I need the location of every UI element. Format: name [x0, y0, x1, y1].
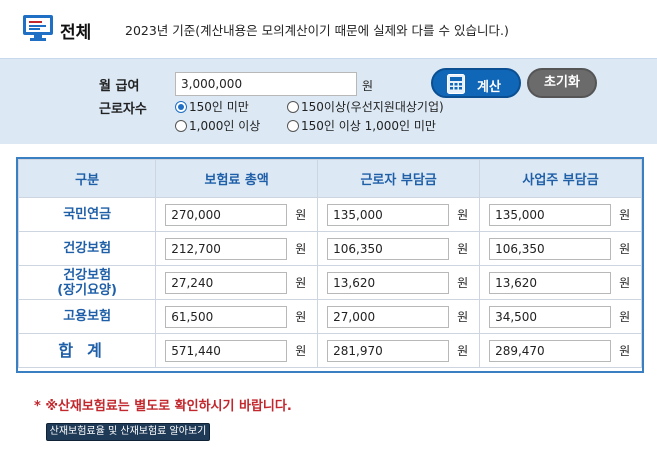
unit-label: 원 — [457, 208, 469, 222]
unit-label: 원 — [295, 208, 307, 222]
radio-150-to-1000[interactable]: 150인 이상 1,000인 미만 — [287, 117, 436, 134]
unit-label: 원 — [619, 242, 631, 256]
total-field[interactable]: 571,440 — [165, 339, 288, 362]
radio-dot — [175, 119, 187, 132]
row-label: 국민연금 — [17, 197, 157, 232]
header-employer: 사업주 부담금 — [479, 159, 642, 198]
header-total: 보험료 총액 — [155, 159, 319, 198]
industrial-insurance-link-button[interactable]: 산재보험료율 및 산재보험료 알아보기 — [46, 423, 210, 441]
employee-field[interactable]: 106,350 — [327, 237, 450, 260]
radio-under-150[interactable]: 150인 미만 — [175, 98, 249, 115]
table-row: 국민연금 270,000 원 135,000 원 135,000 원 — [17, 197, 642, 232]
salary-label: 월 급여 — [99, 79, 140, 94]
unit-label: 원 — [457, 276, 469, 290]
row-label: 건강보험 (장기요양) — [17, 265, 157, 300]
employer-field[interactable]: 13,620 — [489, 271, 612, 294]
employee-field[interactable]: 281,970 — [327, 339, 450, 362]
unit-label: 원 — [619, 276, 631, 290]
row-label-total: 합계 — [17, 333, 157, 368]
monitor-icon — [23, 15, 53, 41]
header-employee: 근로자 부담금 — [317, 159, 481, 198]
unit-label: 원 — [295, 344, 307, 358]
input-panel: 월 급여 원 계산 초기화 근로자수 150인 미만 150이상(우선지원대상기… — [0, 58, 657, 144]
unit-label: 원 — [619, 208, 631, 222]
radio-dot — [287, 119, 299, 132]
total-field[interactable]: 270,000 — [165, 203, 288, 226]
table-row: 건강보험 212,700 원 106,350 원 106,350 원 — [17, 231, 642, 266]
calculation-note: 2023년 기준(계산내용은 모의계산이기 때문에 실제와 다를 수 있습니다.… — [125, 23, 509, 38]
table-row: 건강보험 (장기요양) 27,240 원 13,620 원 13,620 원 — [17, 265, 642, 300]
unit-label: 원 — [457, 242, 469, 256]
industrial-insurance-notice: * ※산재보험료는 별도로 확인하시기 바랍니다. — [34, 399, 292, 414]
table-row-total: 합계 571,440 원 281,970 원 289,470 원 — [17, 333, 642, 368]
unit-label: 원 — [295, 310, 307, 324]
page-header: 전체 2023년 기준(계산내용은 모의계산이기 때문에 실제와 다를 수 있습… — [0, 0, 657, 58]
row-label-line1: 건강보험 — [63, 267, 112, 283]
row-label: 건강보험 — [17, 231, 157, 266]
reset-button[interactable]: 초기화 — [527, 68, 597, 98]
total-field[interactable]: 212,700 — [165, 237, 288, 260]
unit-label: 원 — [619, 344, 631, 358]
unit-label: 원 — [619, 310, 631, 324]
unit-label: 원 — [457, 344, 469, 358]
employee-field[interactable]: 27,000 — [327, 305, 450, 328]
unit-label: 원 — [457, 310, 469, 324]
radio-dot-selected — [175, 100, 187, 113]
unit-label: 원 — [295, 242, 307, 256]
header-category: 구분 — [17, 159, 157, 198]
row-label-line2: (장기요양) — [57, 282, 117, 298]
radio-label: 150이상(우선지원대상기업) — [301, 100, 444, 114]
total-field[interactable]: 27,240 — [165, 271, 288, 294]
employer-field[interactable]: 106,350 — [489, 237, 612, 260]
calculator-icon — [447, 74, 465, 94]
calculate-button[interactable]: 계산 — [431, 68, 521, 98]
salary-input[interactable] — [175, 72, 357, 96]
employer-field[interactable]: 135,000 — [489, 203, 612, 226]
row-label: 고용보험 — [17, 299, 157, 334]
employer-field[interactable]: 34,500 — [489, 305, 612, 328]
employee-field[interactable]: 135,000 — [327, 203, 450, 226]
radio-label: 150인 이상 1,000인 미만 — [301, 119, 436, 133]
employer-field[interactable]: 289,470 — [489, 339, 612, 362]
workers-label: 근로자수 — [99, 102, 147, 117]
radio-label: 150인 미만 — [189, 100, 249, 114]
table-header-row: 구분 보험료 총액 근로자 부담금 사업주 부담금 — [17, 159, 642, 198]
table-row: 고용보험 61,500 원 27,000 원 34,500 원 — [17, 299, 642, 334]
page-title: 전체 — [60, 23, 92, 43]
total-field[interactable]: 61,500 — [165, 305, 288, 328]
radio-label: 1,000인 이상 — [189, 119, 261, 133]
salary-unit: 원 — [362, 79, 374, 93]
employee-field[interactable]: 13,620 — [327, 271, 450, 294]
calculate-button-label: 계산 — [477, 80, 501, 95]
radio-dot — [287, 100, 299, 113]
radio-150-priority[interactable]: 150이상(우선지원대상기업) — [287, 98, 444, 115]
radio-over-1000[interactable]: 1,000인 이상 — [175, 117, 260, 134]
unit-label: 원 — [295, 276, 307, 290]
insurance-table: 구분 보험료 총액 근로자 부담금 사업주 부담금 국민연금 270,000 원 … — [17, 159, 642, 368]
result-panel: 구분 보험료 총액 근로자 부담금 사업주 부담금 국민연금 270,000 원 … — [16, 157, 644, 373]
